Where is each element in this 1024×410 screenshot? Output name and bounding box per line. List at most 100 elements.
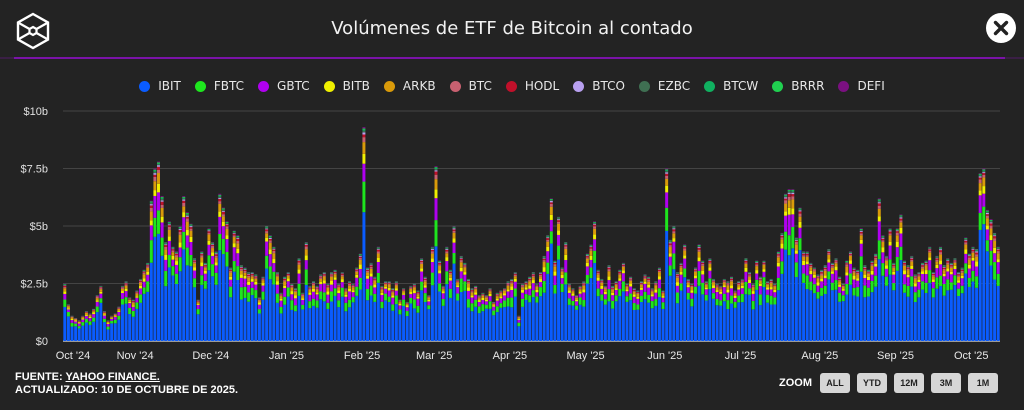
bar-segment-ibit [128,314,132,341]
legend-item-btcw[interactable]: BTCW [704,79,758,93]
bar-segment-ibit [139,302,142,341]
bar-segment-gbtc [661,297,665,303]
bar-stack [787,189,791,341]
bar-segment-bitb [92,312,96,315]
bar-segment-gbtc [654,292,658,300]
bar-segment-hodl [881,238,885,241]
source-link[interactable]: YAHOO FINANCE. [65,371,160,383]
legend-item-brrr[interactable]: BRRR [772,79,824,93]
bar-segment-ibit [384,300,388,341]
bar-segment-gbtc [218,216,222,234]
zoom-all-button[interactable]: ALL [820,373,850,393]
bar-segment-gbtc [924,274,928,283]
bar-segment-bitb [773,289,777,293]
bar-segment-ibit [232,271,236,341]
bar-segment-arkb [852,272,856,276]
bar-segment-brrr [434,167,438,168]
bar-stack [283,276,287,341]
bar-segment-arkb [632,291,636,295]
bar-segment-arkb [960,272,964,276]
bar-segment-brrr [744,258,748,260]
bar-segment-ibit [701,294,705,341]
bar-segment-hodl [257,298,261,300]
bar-segment-fbtc [805,275,809,290]
bar-segment-hodl [603,287,607,288]
bar-stack [348,281,351,341]
bar-segment-ibit [629,300,633,341]
bar-segment-brrr [185,212,189,214]
legend-item-bitb[interactable]: BITB [323,79,370,93]
bar-segment-btco [380,286,384,288]
bar-segment-btc [567,286,571,288]
legend-item-hodl[interactable]: HODL [505,79,559,93]
bar-segment-bitb [438,270,442,274]
bar-segment-gbtc [153,195,157,218]
bar-segment-btc [463,266,467,268]
bar-segment-gbtc [416,298,420,306]
legend-item-defi[interactable]: DEFI [838,79,885,93]
bar-segment-ezbc [420,259,424,260]
legend-item-fbtc[interactable]: FBTC [194,79,244,93]
bar-segment-arkb [913,279,917,284]
bar-segment-defi [366,267,370,268]
bar-segment-hodl [596,271,600,273]
bar-segment-gbtc [838,286,842,293]
legend-item-arkb[interactable]: ARKB [383,79,436,93]
bar-segment-arkb [949,267,953,272]
bar-segment-gbtc [463,274,467,282]
bar-segment-ibit [895,270,899,341]
bar-segment-btco [910,257,914,259]
bar-segment-fbtc [621,281,625,292]
bar-segment-brrr [996,247,1000,248]
legend-dot-icon [383,80,395,92]
bar-segment-arkb [430,253,434,259]
bar-segment-brrr [157,162,160,164]
bar-segment-ibit [510,307,514,341]
zoom-1m-button[interactable]: 1M [968,373,998,393]
bar-segment-gbtc [560,278,564,284]
legend-item-btc[interactable]: BTC [449,79,492,93]
bar-segment-bitb [315,292,319,295]
bar-segment-fbtc [387,296,391,303]
bar-stack [960,267,964,341]
bar-segment-hodl [993,236,997,239]
bar-segment-ibit [221,254,225,341]
zoom-12m-button[interactable]: 12M [894,373,924,393]
bar-segment-ibit [120,304,124,341]
bar-segment-bitb [517,318,521,320]
bar-segment-ezbc [239,266,243,268]
bar-segment-ibit [531,297,535,341]
bar-stack [657,267,661,341]
bar-segment-ezbc [286,272,290,274]
legend-item-btco[interactable]: BTCO [573,79,625,93]
bar-segment-bitb [672,238,676,242]
legend-item-ezbc[interactable]: EZBC [638,79,690,93]
bar-segment-hodl [939,250,943,253]
bar-segment-bitb [863,274,867,279]
bar-segment-bitb [135,296,139,298]
bar-segment-gbtc [214,265,218,273]
legend-item-ibit[interactable]: IBIT [139,79,181,93]
bar-segment-ezbc [521,284,524,285]
bar-segment-btc [776,255,780,258]
bar-segment-bitb [117,310,121,312]
bar-segment-gbtc [333,279,337,289]
zoom-ytd-button[interactable]: YTD [857,373,887,393]
legend-item-gbtc[interactable]: GBTC [258,79,310,93]
bar-segment-arkb [380,289,384,293]
bar-segment-arkb [917,276,921,280]
bar-segment-btc [798,213,802,217]
zoom-3m-button[interactable]: 3M [931,373,961,393]
bar-segment-hodl [495,294,499,296]
bar-segment-gbtc [149,225,153,241]
bar-segment-gbtc [221,226,225,239]
bar-segment-hodl [607,267,611,270]
bar-segment-bitb [812,274,816,278]
bar-segment-arkb [834,263,838,267]
bar-segment-gbtc [77,323,81,327]
bar-segment-arkb [694,271,697,276]
close-button[interactable] [986,13,1016,43]
bar-segment-btc [517,316,521,318]
bar-segment-arkb [279,296,283,299]
bar-segment-btc [564,246,568,249]
